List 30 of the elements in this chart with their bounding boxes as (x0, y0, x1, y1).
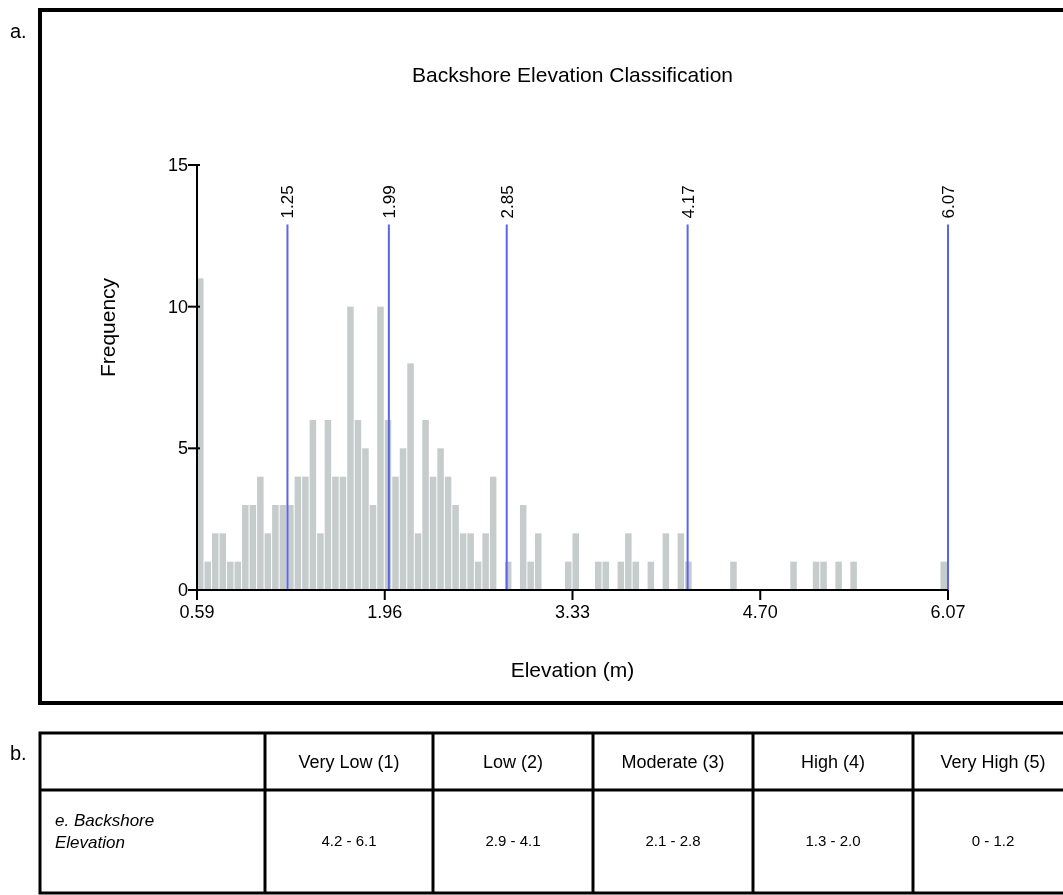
category-label: Low (2) (482, 752, 544, 772)
text: b. (10, 742, 27, 764)
text: 1.3 - 2.0 (805, 832, 861, 849)
ref-line-label: 1.99 (379, 185, 399, 219)
chart-title: Backshore Elevation Classification (412, 63, 733, 86)
category-label: Very Low (1) (298, 752, 400, 772)
y-tick-label: 0 (177, 580, 188, 600)
y-axis-title: Frequency (96, 277, 119, 378)
ref-line-label: 6.07 (939, 185, 958, 219)
ref-line-label: 1.25 (278, 185, 298, 219)
y-tick-label: 5 (177, 438, 188, 459)
x-tick-label: 1.96 (367, 602, 403, 622)
x-tick-label: 3.33 (554, 602, 591, 622)
x-tick-label: 0.59 (179, 602, 215, 622)
category-label: High (4) (800, 752, 866, 772)
category-label: e. Backshore Elevation (55, 811, 155, 852)
y-tick-label: 15 (167, 155, 188, 175)
text: 2.1 - 2.8 (645, 832, 701, 849)
ref-line-label: 2.85 (497, 185, 517, 219)
text: 0 - 1.2 (971, 832, 1015, 849)
ref-line-label: 4.17 (678, 185, 698, 219)
text: a. (10, 20, 27, 42)
x-tick-label: 6.07 (930, 602, 966, 622)
x-axis-title: Elevation (m) (510, 658, 635, 681)
category-label: Very High (5) (940, 752, 1046, 772)
category-label: Moderate (3) (621, 752, 725, 772)
y-tick-label: 10 (167, 296, 188, 317)
text: 2.9 - 4.1 (485, 832, 541, 849)
x-tick-label: 4.70 (742, 602, 778, 622)
text: 4.2 - 6.1 (321, 832, 377, 849)
